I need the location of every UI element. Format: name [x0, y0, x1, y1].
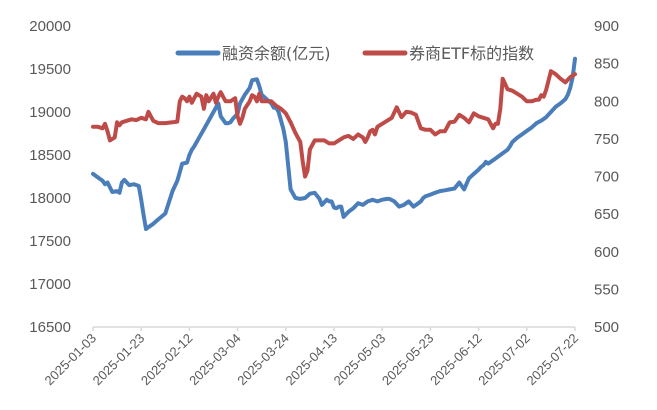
right-tick-label: 650 [594, 206, 619, 223]
left-tick-label: 18000 [29, 190, 71, 207]
right-tick-label: 850 [594, 56, 619, 73]
left-tick-label: 16500 [29, 319, 71, 336]
legend-label-broker-etf-index: 券商ETF标的指数 [409, 44, 534, 63]
right-tick-label: 750 [594, 131, 619, 148]
right-tick-label: 900 [594, 18, 619, 35]
broker-etf-index-line [91, 69, 577, 179]
left-tick-label: 17000 [29, 276, 71, 293]
left-tick-label: 17500 [29, 233, 71, 250]
legend: 融资余额(亿元) 券商ETF标的指数 [175, 44, 534, 63]
left-tick-label: 19000 [29, 104, 71, 121]
margin-balance-line [91, 56, 577, 231]
right-tick-label: 550 [594, 281, 619, 298]
left-tick-label: 19500 [29, 61, 71, 78]
left-tick-label: 20000 [29, 18, 71, 35]
right-tick-label: 600 [594, 244, 619, 261]
right-tick-label: 800 [594, 93, 619, 110]
series-layer [91, 56, 577, 231]
x-tick-label: 2025-07-22 [523, 331, 581, 389]
right-tick-label: 500 [594, 319, 619, 336]
legend-label-margin-balance: 融资余额(亿元) [222, 44, 331, 63]
right-y-axis: 500 550 600 650 700 750 800 850 900 [594, 18, 619, 336]
left-y-axis: 16500 17000 17500 18000 18500 19000 19500 20000 [29, 18, 71, 336]
right-tick-label: 700 [594, 169, 619, 186]
left-tick-label: 18500 [29, 147, 71, 164]
x-axis: 2025-01-032025-01-232025-02-122025-03-04… [41, 326, 581, 389]
